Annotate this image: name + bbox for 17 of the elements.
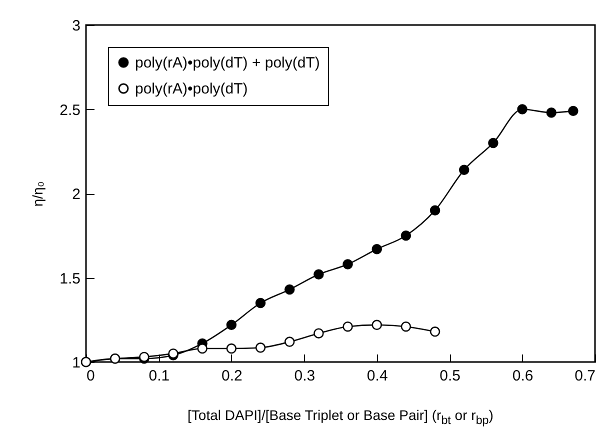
y-tick-label: 1.5: [60, 270, 80, 288]
x-tick-label: 0.4: [366, 368, 388, 384]
x-tick-label: 0.3: [294, 368, 316, 384]
x-tick-label: 0.7: [574, 368, 596, 384]
x-tick-label: 0.6: [512, 368, 534, 384]
y-axis-title: η/η₀: [30, 181, 46, 207]
y-tick-label: 2: [72, 186, 80, 203]
x-tick-label: 0.5: [440, 368, 460, 384]
y-tick-label: 3: [72, 18, 80, 34]
x-tick-label: 0.1: [148, 368, 170, 384]
x-tick-label: 0.2: [222, 368, 242, 384]
legend-label: poly(rA)•poly(dT): [135, 80, 248, 98]
legend-label: poly(rA)•poly(dT) + poly(dT): [135, 54, 320, 72]
x-axis-title: [Total DAPI]/[Base Triplet or Base Pair] (r$_{bt}$ or r$_{bp}$): [186, 407, 494, 427]
y-tick-label: 2.5: [60, 102, 80, 119]
x-tick-label: 0: [86, 368, 95, 384]
y-tick-label: 1: [72, 354, 80, 372]
